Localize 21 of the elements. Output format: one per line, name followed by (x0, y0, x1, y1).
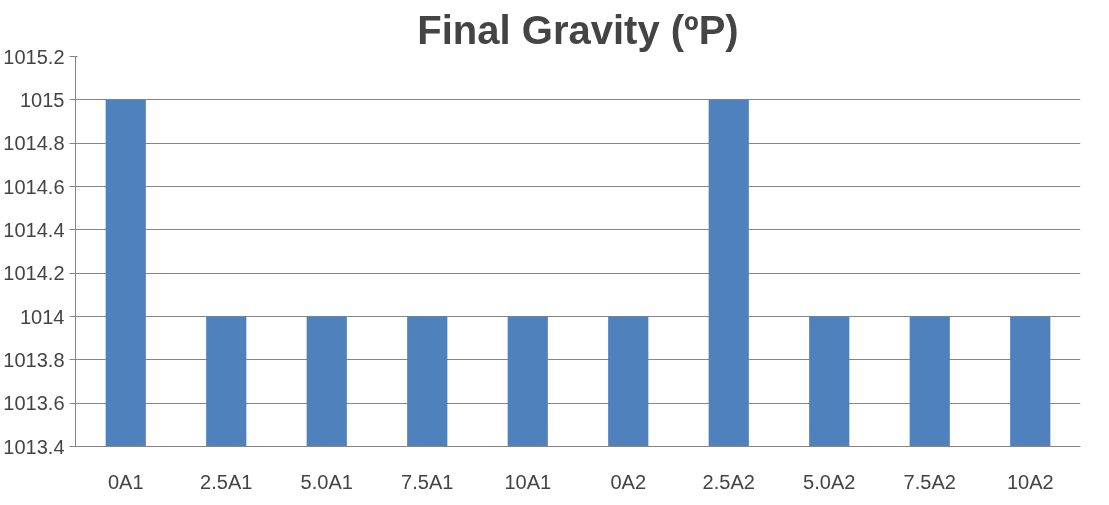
x-tick-label: 5.0A2 (803, 470, 856, 493)
x-tick-label: 5.0A1 (300, 470, 353, 493)
y-tick-label: 1015 (20, 88, 65, 111)
chart-title: Final Gravity (ºP) (417, 7, 739, 52)
y-tick-label: 1014.6 (3, 175, 65, 198)
y-tick-label: 1014 (20, 305, 65, 328)
x-tick-label: 10A2 (1006, 470, 1054, 493)
y-tick-label: 1014.4 (3, 218, 65, 241)
x-tick-label: 7.5A1 (401, 470, 454, 493)
y-tick-label: 1015.2 (3, 45, 65, 68)
y-tick-label: 1014.8 (3, 132, 65, 155)
y-tick-label: 1013.4 (3, 435, 65, 458)
x-tick-label: 7.5A2 (903, 470, 956, 493)
x-tick-label: 2.5A2 (702, 470, 755, 493)
x-tick-label: 2.5A1 (200, 470, 253, 493)
y-tick-label: 1013.6 (3, 392, 65, 415)
x-tick-label: 0A1 (107, 470, 144, 493)
x-tick-label: 10A1 (504, 470, 552, 493)
y-tick-label: 1014.2 (3, 262, 65, 285)
x-tick-label: 0A2 (610, 470, 647, 493)
y-tick-label: 1013.8 (3, 348, 65, 371)
